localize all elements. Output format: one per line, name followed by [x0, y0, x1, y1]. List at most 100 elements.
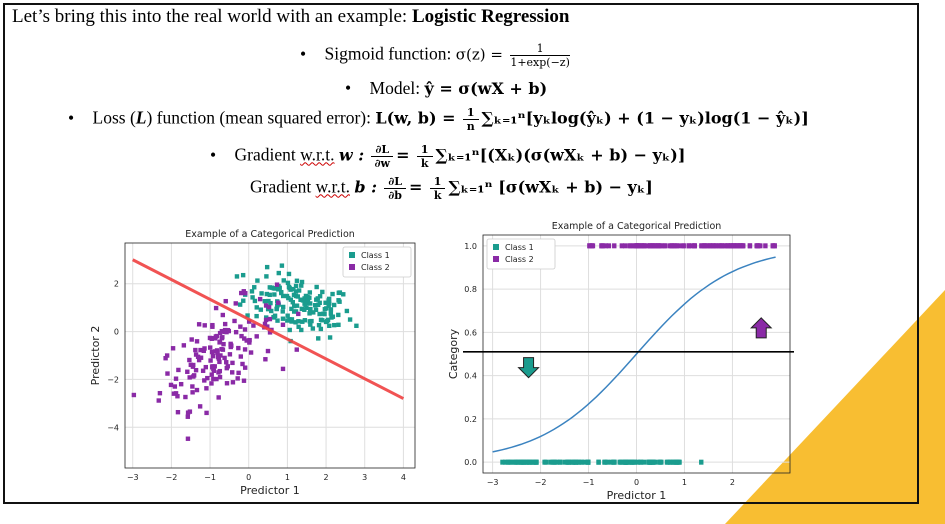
point-class-2 — [223, 298, 228, 304]
point-class-2 — [681, 243, 686, 249]
loss-label-l: L — [135, 107, 147, 128]
point-class-1 — [293, 289, 299, 294]
point-class-1 — [542, 459, 547, 465]
point-class-1 — [322, 311, 327, 317]
point-class-1 — [316, 322, 322, 328]
point-class-2 — [238, 324, 243, 329]
point-class-2 — [763, 243, 768, 249]
point-class-2 — [622, 243, 628, 249]
point-class-2 — [276, 300, 281, 305]
point-class-1 — [252, 298, 258, 304]
point-class-1 — [298, 297, 303, 302]
point-class-1 — [287, 327, 292, 333]
point-class-2 — [163, 356, 168, 361]
point-class-2 — [230, 360, 235, 366]
y-tick-label: 0.2 — [464, 415, 477, 424]
y-tick-label: 0.6 — [464, 328, 477, 337]
point-class-1 — [294, 278, 300, 283]
grad-b-k-den: k — [433, 189, 442, 202]
point-class-1 — [290, 300, 295, 305]
x-tick-label: 1 — [682, 478, 687, 487]
loss-label-a: Loss ( — [92, 107, 136, 128]
point-class-1 — [558, 459, 563, 465]
point-class-2 — [266, 304, 272, 310]
point-class-2 — [725, 243, 730, 249]
point-class-2 — [248, 350, 254, 355]
point-class-2 — [225, 327, 231, 333]
point-class-2 — [193, 367, 199, 373]
model-equation: ŷ = σ(wX + b) — [424, 79, 548, 98]
point-class-1 — [308, 307, 313, 313]
arrow-down-icon — [517, 357, 540, 379]
point-class-2 — [157, 390, 163, 396]
bullet-dot: • — [68, 107, 75, 128]
point-class-2 — [208, 358, 213, 363]
x-tick-label: 4 — [401, 473, 406, 482]
point-class-1 — [296, 288, 302, 293]
point-class-1 — [269, 308, 274, 314]
point-class-2 — [218, 353, 223, 358]
point-class-2 — [189, 337, 194, 342]
point-class-1 — [330, 291, 335, 297]
point-class-1-outlier — [699, 459, 704, 465]
point-class-2 — [238, 354, 244, 359]
sigmoid-label: Sigmoid function: — [324, 43, 452, 64]
point-class-2 — [212, 364, 217, 369]
point-class-1 — [264, 264, 270, 270]
point-class-2 — [257, 296, 263, 302]
plot-area-border — [124, 242, 416, 469]
point-class-2 — [219, 328, 225, 334]
point-class-1 — [240, 272, 246, 278]
grad-b-k-num: 1 — [429, 175, 446, 189]
point-class-1 — [673, 459, 678, 465]
point-class-2 — [215, 354, 221, 360]
point-class-1 — [289, 306, 294, 312]
point-class-1 — [608, 459, 614, 465]
grad-w-partial-num: ∂L — [371, 143, 394, 157]
loss-frac-num: 1 — [462, 106, 479, 120]
loss-label-b: ) function (mean squared error): — [146, 107, 371, 128]
point-class-1 — [294, 303, 300, 308]
point-class-2 — [215, 350, 220, 356]
point-class-2 — [213, 336, 218, 341]
point-class-1 — [638, 459, 644, 465]
legend-marker-2 — [349, 264, 355, 270]
point-class-2 — [193, 352, 199, 357]
point-class-1 — [317, 294, 323, 299]
point-class-1 — [271, 315, 277, 320]
point-class-2 — [156, 398, 161, 403]
point-class-2 — [224, 365, 229, 371]
legend-marker-1 — [349, 252, 355, 258]
point-class-1 — [309, 318, 314, 324]
point-class-2 — [173, 376, 179, 381]
point-class-1 — [579, 459, 585, 465]
point-class-1 — [316, 336, 321, 341]
point-class-2 — [202, 346, 207, 351]
point-class-1 — [647, 459, 652, 465]
x-axis-label: Predictor 1 — [240, 484, 300, 497]
bullet-sigmoid: • Sigmoid function: σ(z) = 1 1+exp(−z) — [300, 42, 573, 69]
point-class-1 — [327, 335, 333, 340]
point-class-2 — [187, 357, 192, 363]
point-class-1 — [503, 459, 508, 465]
point-class-1 — [576, 459, 581, 465]
point-class-1 — [573, 459, 578, 465]
loss-fraction: 1 n — [462, 106, 479, 133]
point-class-1 — [320, 289, 325, 295]
loss-frac-den: n — [466, 120, 475, 133]
point-class-1 — [293, 283, 299, 289]
grad-b-equals: = — [409, 177, 423, 197]
point-class-2 — [741, 243, 746, 249]
point-class-1 — [241, 298, 246, 303]
point-class-2 — [183, 394, 188, 400]
point-class-1 — [285, 280, 291, 286]
grad-w-rhs: ∑ₖ₌₁ⁿ[(Xₖ)(σ(wXₖ + b) − yₖ)] — [435, 145, 686, 165]
point-class-1 — [325, 317, 331, 323]
point-class-2 — [193, 347, 198, 353]
point-class-2 — [168, 382, 174, 388]
y-axis-label: Predictor 2 — [89, 326, 102, 386]
bullet-gradient-b: Gradient w.r.t. b : ∂L ∂b = 1 k ∑ₖ₌₁ⁿ [σ… — [250, 175, 653, 202]
sigmoid-fraction: 1 1+exp(−z) — [510, 42, 570, 69]
point-class-2 — [224, 381, 230, 386]
